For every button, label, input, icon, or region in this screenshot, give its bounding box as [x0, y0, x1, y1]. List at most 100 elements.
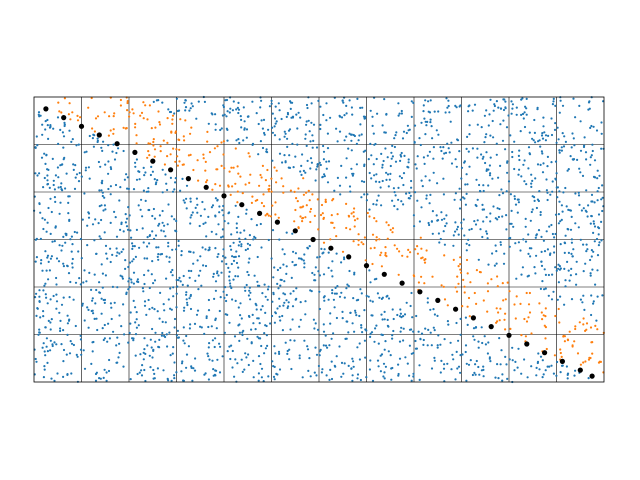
data-point-blue: [134, 161, 137, 164]
data-point-blue: [346, 283, 349, 286]
data-point-blue: [245, 283, 248, 287]
data-point-blue: [150, 273, 153, 276]
data-point-blue: [524, 105, 527, 108]
data-point-blue: [257, 153, 260, 156]
data-point-orange: [587, 358, 591, 361]
data-point-blue: [274, 117, 277, 120]
data-point-blue: [122, 230, 125, 233]
data-point-blue: [410, 115, 413, 118]
data-point-orange: [166, 141, 169, 144]
data-point-blue: [580, 209, 584, 212]
data-point-blue: [188, 250, 191, 253]
data-point-orange: [169, 153, 172, 156]
data-point-blue: [234, 358, 237, 361]
data-point-blue: [164, 235, 167, 238]
data-point-blue: [123, 333, 126, 336]
data-point-orange: [302, 205, 305, 208]
data-point-blue: [166, 345, 169, 348]
data-point-blue: [271, 131, 274, 134]
data-point-blue: [418, 378, 421, 381]
data-point-blue: [229, 245, 232, 248]
data-point-blue: [231, 366, 234, 369]
data-point-blue: [77, 180, 81, 183]
data-point-blue: [554, 213, 558, 216]
data-point-blue: [551, 180, 554, 183]
data-point-blue: [489, 156, 492, 159]
data-point-orange: [213, 147, 216, 150]
data-point-blue: [205, 316, 208, 320]
data-point-blue: [59, 327, 62, 330]
data-point-orange: [373, 246, 376, 249]
data-point-blue: [302, 259, 305, 262]
data-point-blue: [78, 277, 81, 280]
data-point-orange: [378, 238, 381, 241]
data-point-blue: [233, 335, 237, 338]
data-point-blue: [570, 298, 574, 301]
data-point-blue: [49, 328, 52, 331]
data-point-blue: [558, 149, 561, 152]
data-point-blue: [243, 286, 246, 289]
data-point-blue: [584, 151, 588, 154]
data-point-blue: [275, 120, 278, 123]
data-point-blue: [248, 244, 252, 247]
data-point-blue: [50, 255, 54, 258]
data-point-black: [61, 115, 67, 121]
data-point-blue: [196, 211, 199, 214]
data-point-blue: [345, 287, 348, 290]
data-point-blue: [485, 232, 489, 235]
data-point-blue: [322, 344, 325, 347]
data-point-blue: [306, 159, 309, 162]
data-point-blue: [62, 265, 65, 268]
data-point-orange: [482, 299, 485, 302]
data-point-blue: [325, 374, 328, 377]
data-point-blue: [513, 140, 516, 143]
data-point-blue: [72, 163, 75, 166]
data-point-blue: [203, 373, 206, 376]
data-point-blue: [595, 129, 599, 132]
data-point-blue: [561, 132, 564, 135]
data-point-blue: [213, 297, 216, 300]
data-point-blue: [118, 342, 121, 345]
data-point-blue: [585, 158, 588, 161]
data-point-blue: [511, 103, 514, 106]
data-point-orange: [309, 220, 312, 224]
data-point-black: [488, 324, 494, 330]
data-point-blue: [176, 336, 180, 339]
data-point-blue: [465, 362, 468, 365]
data-point-orange: [301, 220, 304, 223]
data-point-blue: [248, 315, 251, 318]
data-point-blue: [375, 324, 378, 327]
data-point-blue: [530, 182, 533, 185]
data-point-blue: [189, 222, 192, 225]
data-point-blue: [306, 106, 309, 110]
data-point-blue: [547, 294, 550, 297]
data-point-blue: [538, 139, 541, 142]
data-point-blue: [41, 269, 44, 272]
data-point-blue: [412, 330, 415, 333]
data-point-blue: [277, 102, 280, 105]
data-point-blue: [225, 293, 228, 297]
data-point-blue: [511, 150, 514, 154]
data-point-blue: [211, 359, 214, 362]
data-point-blue: [450, 141, 453, 144]
data-point-blue: [222, 290, 225, 293]
data-point-orange: [558, 321, 561, 324]
data-point-blue: [225, 299, 228, 303]
data-point-orange: [174, 131, 177, 134]
data-point-blue: [44, 326, 47, 329]
data-point-blue: [380, 297, 383, 300]
data-point-blue: [343, 256, 346, 259]
data-point-blue: [165, 277, 168, 280]
data-point-blue: [413, 225, 416, 228]
data-point-blue: [377, 342, 380, 345]
data-point-blue: [352, 133, 355, 137]
data-point-blue: [403, 154, 406, 157]
data-point-blue: [205, 235, 208, 238]
data-point-blue: [422, 343, 425, 346]
data-point-blue: [347, 285, 350, 288]
data-point-blue: [102, 209, 105, 212]
data-point-blue: [286, 349, 289, 353]
data-point-blue: [149, 366, 152, 369]
data-point-blue: [185, 197, 188, 200]
data-point-blue: [259, 308, 263, 311]
